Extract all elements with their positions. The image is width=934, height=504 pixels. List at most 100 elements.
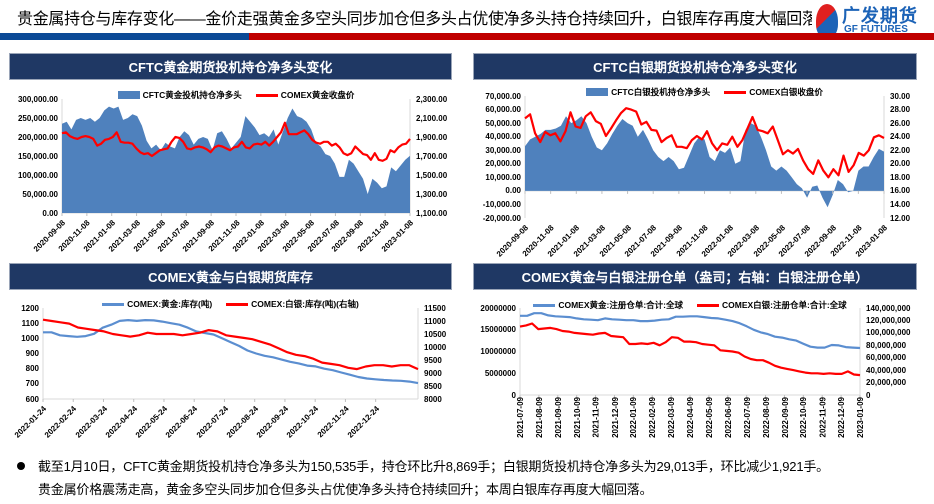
right-tick-label: 20,000,000 xyxy=(866,378,907,388)
x-tick-label: 2022-11-09 xyxy=(818,397,828,438)
x-tick-label: 2022-09-09 xyxy=(780,397,790,438)
legend-item: COMEX白银:注册仓单:合计:全球 xyxy=(697,299,847,311)
right-tick-label: 2,100.00 xyxy=(416,113,448,123)
series-line-0 xyxy=(43,319,419,385)
legend-label: COMEX白银:注册仓单:合计:全球 xyxy=(722,300,847,310)
series-area-0 xyxy=(525,116,884,208)
chart-legend: CFTC白银投机持仓净多头 COMEX白银收盘价 xyxy=(525,86,884,98)
right-tick-label: 16.00 xyxy=(890,186,911,196)
right-tick-label: 11500 xyxy=(424,303,446,313)
left-tick-label: 20000000 xyxy=(480,303,516,313)
legend-area-swatch-icon xyxy=(117,91,140,99)
left-tick-label: 50,000.00 xyxy=(485,118,521,128)
logo-cn-text: 广发期货 xyxy=(842,6,918,26)
left-tick-label: 70,000.00 xyxy=(485,91,521,101)
right-tick-label: 12.00 xyxy=(890,213,911,223)
right-tick-label: 100,000,000 xyxy=(866,328,911,338)
right-tick-label: 28.00 xyxy=(890,105,911,115)
right-tick-label: 1,500.00 xyxy=(416,170,448,180)
right-tick-label: 14.00 xyxy=(890,199,911,209)
left-tick-label: 30,000.00 xyxy=(485,145,521,155)
left-tick-label: 15000000 xyxy=(480,325,516,335)
left-tick-label: 300,000.00 xyxy=(17,94,58,104)
right-tick-label: 26.00 xyxy=(890,118,911,128)
right-tick-label: 8500 xyxy=(424,381,442,391)
left-tick-label: 50,000.00 xyxy=(22,189,58,199)
header-divider-blue xyxy=(0,33,249,40)
right-tick-label: 1,100.00 xyxy=(416,208,448,218)
chart-legend: CFTC黄金投机持仓净多头 COMEX黄金收盘价 xyxy=(62,89,410,101)
series-line-0 xyxy=(520,312,861,350)
left-tick-label: 250,000.00 xyxy=(17,113,58,123)
chart-legend: COMEX:黄金:库存(吨) COMEX:白银:库存(吨)(右轴) xyxy=(43,298,418,310)
legend-label: CFTC白银投机持仓净多头 xyxy=(611,87,711,97)
left-tick-label: 150,000.00 xyxy=(17,151,58,161)
series-area-0 xyxy=(62,106,410,213)
legend-line-swatch-icon xyxy=(226,302,249,306)
right-tick-label: 0 xyxy=(866,390,871,400)
left-tick-label: 60,000.00 xyxy=(485,105,521,115)
chart-legend: COMEX黄金:注册仓单:合计:全球 COMEX白银:注册仓单:合计:全球 xyxy=(520,299,860,311)
x-tick-label: 2022-03-09 xyxy=(667,397,677,438)
series-line-1 xyxy=(42,318,419,371)
left-tick-label: 100,000.00 xyxy=(17,170,58,180)
right-tick-label: 120,000,000 xyxy=(866,315,911,325)
left-tick-label: 1200 xyxy=(21,303,39,313)
x-tick-label: 2022-08-09 xyxy=(761,397,771,438)
legend-line-swatch-icon xyxy=(102,302,125,306)
legend-label: COMEX黄金收盘价 xyxy=(280,90,355,100)
left-tick-label: 700 xyxy=(25,379,39,389)
right-tick-label: 18.00 xyxy=(890,172,911,182)
x-tick-label: 2022-10-09 xyxy=(799,397,809,438)
legend-line-swatch-icon xyxy=(697,303,719,307)
legend-item: CFTC白银投机持仓净多头 xyxy=(586,86,710,98)
legend-line-swatch-icon xyxy=(533,303,556,307)
x-tick-label: 2022-02-09 xyxy=(648,397,658,438)
right-tick-label: 10000 xyxy=(424,342,447,352)
left-tick-label: 10,000.00 xyxy=(485,172,521,182)
left-tick-label: 10000000 xyxy=(480,347,516,356)
legend-line-swatch-icon xyxy=(255,93,278,97)
right-tick-label: 11000 xyxy=(424,316,446,326)
x-tick-label: 2022-04-09 xyxy=(686,397,695,438)
legend-item: COMEX:白银:库存(吨)(右轴) xyxy=(226,298,359,310)
right-tick-label: 24.00 xyxy=(890,132,911,142)
series-line-1 xyxy=(524,107,885,179)
right-tick-label: 1,700.00 xyxy=(416,151,448,161)
x-tick-label: 2021-09-09 xyxy=(553,397,563,438)
right-tick-label: 10500 xyxy=(424,329,447,339)
summary-line-2: 贵金属价格震荡走高，黄金多空头同步加仓但多头占优使净多头持仓持续回升；本周白银库… xyxy=(38,482,653,497)
left-tick-label: 20,000.00 xyxy=(485,159,521,169)
right-tick-label: 9000 xyxy=(424,368,442,378)
right-tick-label: 80,000,000 xyxy=(866,340,907,350)
left-tick-label: 0.00 xyxy=(505,186,521,196)
x-tick-label: 2021-10-09 xyxy=(572,397,582,438)
left-tick-label: 600 xyxy=(25,394,39,404)
logo-mark-icon xyxy=(816,4,838,38)
chart-1-header: CFTC黄金期货投机持仓净多头变化 xyxy=(9,53,452,80)
legend-area-swatch-icon xyxy=(586,88,609,96)
left-tick-label: 200,000.00 xyxy=(17,132,58,142)
right-tick-label: 60,000,000 xyxy=(866,353,907,363)
left-tick-label: 0.00 xyxy=(42,208,58,218)
right-tick-label: 30.00 xyxy=(890,91,911,101)
legend-label: COMEX黄金:注册仓单:合计:全球 xyxy=(558,300,683,310)
legend-label: COMEX:白银:库存(吨)(右轴) xyxy=(251,299,359,309)
left-tick-label: 1100 xyxy=(21,318,39,328)
chart-3-header: COMEX黄金与白银期货库存 xyxy=(9,263,452,290)
series-line-1 xyxy=(519,322,861,377)
x-tick-label: 2022-12-09 xyxy=(837,397,847,438)
x-tick-label: 2023-01-09 xyxy=(856,397,865,438)
legend-item: COMEX:黄金:库存(吨) xyxy=(102,298,212,310)
chart-2-header: CFTC白银期货投机持仓净多头变化 xyxy=(473,53,917,80)
right-tick-label: 140,000,000 xyxy=(866,303,911,313)
legend-label: COMEX:黄金:库存(吨) xyxy=(127,299,213,309)
right-tick-label: 9500 xyxy=(424,355,442,365)
x-tick-label: 2022-06-09 xyxy=(723,397,733,438)
legend-item: COMEX黄金:注册仓单:合计:全球 xyxy=(533,299,683,311)
x-tick-label: 2022-05-09 xyxy=(704,397,714,438)
bullet-icon xyxy=(17,462,25,470)
chart-4-header: COMEX黄金与白银注册仓单（盎司；右轴：白银注册仓单） xyxy=(473,263,917,290)
right-tick-label: 20.00 xyxy=(890,159,911,169)
